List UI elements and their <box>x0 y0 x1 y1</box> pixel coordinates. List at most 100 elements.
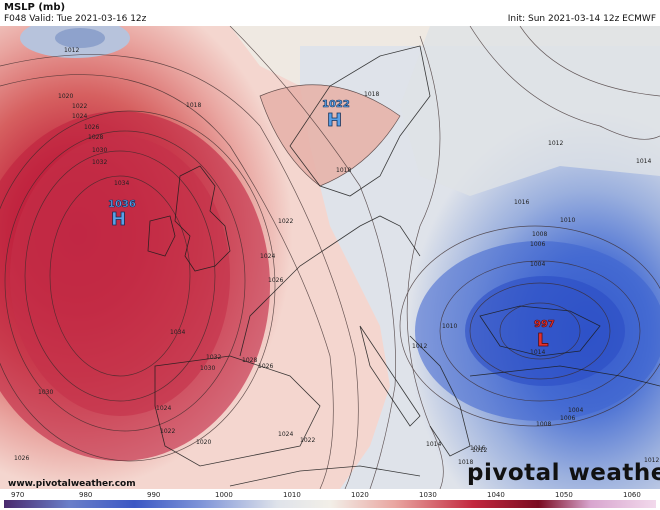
isobar-label: 1020 <box>196 439 211 446</box>
isobar-label: 1014 <box>530 349 545 356</box>
isobar-label: 1006 <box>530 241 545 248</box>
isobar-label: 1012 <box>644 457 659 464</box>
high-core-ring-2 <box>10 136 230 416</box>
isobar-label: 1032 <box>206 354 221 361</box>
isobar-label: 1022 <box>160 428 175 435</box>
scale-tick-label: 1030 <box>419 491 437 499</box>
isobar-label: 1028 <box>242 357 257 364</box>
isobar-label: 1026 <box>84 124 99 131</box>
high-1022-value: 1022 <box>322 99 350 110</box>
isobar <box>229 26 396 489</box>
scale-tick-label: 1000 <box>215 491 233 499</box>
coastlines <box>147 45 660 487</box>
isobar-label: 1024 <box>72 113 87 120</box>
isobar <box>259 84 401 187</box>
isobar <box>439 260 641 402</box>
isobar-label: 1016 <box>470 445 485 452</box>
isobar-label: 1012 <box>472 447 487 454</box>
isobar-label: 1006 <box>560 415 575 422</box>
isobar-label: 1018 <box>458 459 473 466</box>
isobar <box>0 74 334 489</box>
isobar-label: 1012 <box>412 343 427 350</box>
isobar <box>399 225 660 427</box>
scale-tick-label: 990 <box>147 491 160 499</box>
isobar-label: 1022 <box>278 218 293 225</box>
isobar-label: 1026 <box>268 277 283 284</box>
pressure-map: 1012 1020 1022 1024 1026 1028 1030 1032 … <box>0 26 660 489</box>
isobar-label: 1014 <box>636 158 651 165</box>
scandinavia-coast <box>289 45 431 197</box>
scale-bar <box>4 500 656 508</box>
isobar-label: 1024 <box>156 405 171 412</box>
italy-coast <box>359 325 421 427</box>
isobar-label: 1024 <box>260 253 275 260</box>
isobars <box>0 26 660 489</box>
scale-tick-label: 1050 <box>555 491 573 499</box>
high-1036-value: 1036 <box>108 199 136 210</box>
transition-zone <box>400 26 660 196</box>
british-isles-coast <box>174 165 231 272</box>
isobar-label: 1010 <box>442 323 457 330</box>
isobar-label: 1028 <box>88 134 103 141</box>
scale-tick-label: 980 <box>79 491 92 499</box>
color-scale: 970 980 990 1000 1010 1020 1030 1040 105… <box>0 489 660 510</box>
isobar-label: 1008 <box>532 231 547 238</box>
isobar-label: 1012 <box>64 47 79 54</box>
high-1022-letter: H <box>327 110 342 131</box>
ireland-coast <box>147 215 176 257</box>
init-time: Init: Sun 2021-03-14 12z ECMWF <box>507 14 656 24</box>
iberia-coast <box>154 355 321 467</box>
isobar <box>469 282 611 380</box>
isobar <box>49 175 191 377</box>
source-url: www.pivotalweather.com <box>8 479 136 489</box>
brand-logo: pivotal weather <box>467 460 660 486</box>
isobar-label: 1024 <box>278 431 293 438</box>
scale-tick-label: 970 <box>11 491 24 499</box>
pressure-centers: 1036 H 1022 H 997 L <box>108 99 556 352</box>
map-header: MSLP (mb) F048 Valid: Tue 2021-03-16 12z… <box>0 0 660 26</box>
isobar-label: 1022 <box>72 103 87 110</box>
isobar <box>0 110 276 462</box>
isobar-label: 1030 <box>92 147 107 154</box>
isobar-label: 1018 <box>186 102 201 109</box>
isobar-label: 1016 <box>514 199 529 206</box>
isobar-label: 1034 <box>114 180 129 187</box>
isobar-label: 1018 <box>364 91 379 98</box>
map-title: MSLP (mb) <box>4 2 66 13</box>
isobar <box>4 130 246 432</box>
isobar-label: 1026 <box>14 455 29 462</box>
high-1036-letter: H <box>111 209 126 230</box>
scale-tick-label: 1010 <box>283 491 301 499</box>
isobar-label: 1004 <box>530 261 545 268</box>
low-997-value: 997 <box>534 319 555 330</box>
isobar <box>469 26 660 140</box>
isobar-label: 1032 <box>92 159 107 166</box>
valid-time: F048 Valid: Tue 2021-03-16 12z <box>4 14 147 24</box>
isobar-label: 1010 <box>560 217 575 224</box>
northwest-low-core <box>55 28 105 48</box>
isobar-label: 1022 <box>300 437 315 444</box>
low-997-letter: L <box>537 330 548 351</box>
black-sea-coast <box>479 305 601 357</box>
isobar-label: 1030 <box>200 365 215 372</box>
isobar <box>519 26 660 97</box>
isobar <box>0 54 359 489</box>
turkey-coast <box>469 365 660 387</box>
low-core-ring-2 <box>465 276 625 386</box>
scale-tick-label: 1040 <box>487 491 505 499</box>
isobar-label: 1018 <box>336 167 351 174</box>
isobar-label: 1004 <box>568 407 583 414</box>
isobar-labels: 1012 1020 1022 1024 1026 1028 1030 1032 … <box>14 47 659 466</box>
scale-tick-label: 1020 <box>351 491 369 499</box>
isobar-label: 1012 <box>548 140 563 147</box>
norway-ridge <box>260 84 400 186</box>
isobar-label: 1014 <box>426 441 441 448</box>
continental-coast <box>239 215 421 357</box>
scale-tick-label: 1060 <box>623 491 641 499</box>
isobar <box>24 150 216 402</box>
isobar <box>499 302 581 360</box>
balkans-coast <box>409 335 471 457</box>
isobar-label: 1030 <box>38 389 53 396</box>
isobar-label: 1026 <box>258 363 273 370</box>
